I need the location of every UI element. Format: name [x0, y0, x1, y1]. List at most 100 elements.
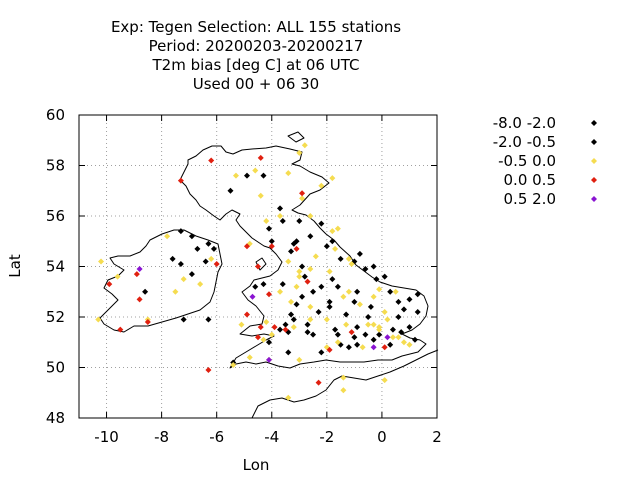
station-point [348, 260, 355, 267]
station-point [277, 288, 284, 295]
station-point [411, 336, 418, 343]
station-point [354, 288, 361, 295]
station-point [326, 298, 333, 305]
station-point [362, 331, 369, 338]
coastline-ireland [99, 229, 223, 333]
station-point [392, 288, 399, 295]
station-point [205, 240, 212, 247]
station-point [395, 334, 402, 341]
station-point [263, 218, 270, 225]
station-point [414, 291, 421, 298]
y-tick-label: 56 [46, 207, 65, 225]
station-point [323, 243, 330, 250]
station-point [348, 329, 355, 336]
station-point [114, 273, 121, 280]
station-point [180, 276, 187, 283]
station-point [343, 321, 350, 328]
station-point [329, 238, 336, 245]
station-point [381, 308, 388, 315]
station-point [318, 182, 325, 189]
station-point [326, 303, 333, 310]
station-point [395, 298, 402, 305]
station-point [202, 258, 209, 265]
station-point [266, 356, 273, 363]
legend-entry-label: 0.0 0.5 [504, 171, 556, 189]
station-point [243, 311, 250, 318]
station-point [177, 260, 184, 267]
station-point [252, 283, 259, 290]
station-point [180, 316, 187, 323]
station-point [177, 228, 184, 235]
station-point [315, 308, 322, 315]
station-point [98, 258, 105, 265]
x-axis-ticks: -10 -8 -6 -4 -2 0 2 [94, 115, 442, 446]
station-point [299, 263, 306, 270]
station-point [356, 250, 363, 257]
x-tick-label: -8 [154, 428, 169, 446]
station-point [400, 306, 407, 313]
station-point [169, 255, 176, 262]
station-point [381, 377, 388, 384]
station-point [326, 346, 333, 353]
station-point [296, 273, 303, 280]
station-point [144, 319, 151, 326]
station-point [205, 316, 212, 323]
legend-entry-label: 0.5 2.0 [504, 190, 556, 208]
station-point [354, 324, 361, 331]
station-point [279, 281, 286, 288]
station-point [164, 233, 171, 240]
station-point [232, 172, 239, 179]
station-point [370, 321, 377, 328]
y-axis-ticks: 48 50 52 54 56 58 60 [46, 106, 437, 427]
station-point [345, 288, 352, 295]
station-point [285, 170, 292, 177]
station-point [296, 268, 303, 275]
station-point [296, 149, 303, 156]
station-point [133, 271, 140, 278]
station-point [288, 298, 295, 305]
station-point [307, 266, 314, 273]
y-tick-label: 60 [46, 106, 65, 124]
legend-entry-marker [591, 158, 597, 164]
station-point [277, 213, 284, 219]
station-point [370, 293, 377, 300]
station-point [376, 286, 383, 293]
station-point [315, 379, 322, 386]
station-point [243, 243, 250, 250]
x-axis-label: Lon [243, 456, 270, 474]
station-point [384, 316, 391, 323]
station-point [285, 258, 292, 265]
station-point [406, 296, 413, 303]
station-point [277, 326, 284, 333]
station-point [293, 245, 300, 252]
x-tick-label: -10 [94, 428, 119, 446]
legend-entry-label: -0.5 0.0 [498, 152, 556, 170]
station-point [296, 218, 303, 225]
station-point [255, 263, 261, 270]
x-tick-label: -4 [264, 428, 279, 446]
station-point [334, 339, 341, 346]
coastline-orkney [287, 131, 305, 143]
station-point [332, 245, 339, 252]
station-point [334, 331, 341, 338]
station-point [252, 167, 259, 174]
station-point [227, 187, 234, 194]
station-point [188, 271, 195, 278]
y-tick-label: 50 [46, 359, 65, 377]
station-point [299, 195, 306, 202]
station-point [288, 248, 295, 255]
station-point [329, 228, 336, 235]
station-point [398, 329, 405, 336]
station-point [263, 319, 270, 326]
station-point [318, 349, 325, 356]
legend-entry-marker [591, 120, 597, 126]
y-tick-label: 48 [46, 409, 65, 427]
station-point [337, 255, 344, 262]
station-point [266, 225, 273, 232]
y-axis-label: Lat [6, 254, 24, 278]
legend-entry-marker [591, 196, 597, 202]
chart-title-line-4: Used 00 + 06 30 [193, 75, 319, 93]
station-point [318, 220, 325, 227]
station-point [340, 374, 347, 381]
